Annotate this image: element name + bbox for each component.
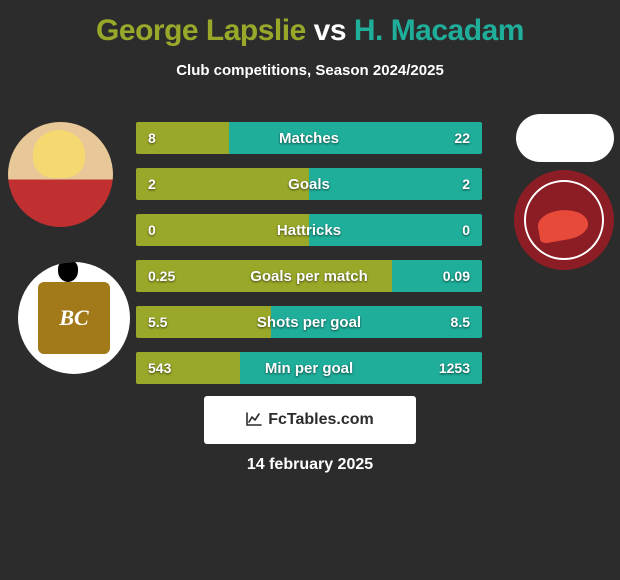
player2-avatar (516, 114, 614, 162)
fctables-badge[interactable]: FcTables.com (204, 396, 416, 444)
stats-bars: 822Matches 22Goals 00Hattricks 0.250.09Goal… (136, 122, 482, 398)
date-label: 14 february 2025 (0, 456, 620, 474)
stat-row: 22Goals (136, 168, 482, 200)
player1-avatar (8, 122, 113, 227)
rooster-icon (58, 262, 78, 282)
stat-label: Shots per goal (136, 314, 482, 331)
stat-label: Matches (136, 130, 482, 147)
player1-name: George Lapslie (96, 14, 306, 47)
club-badge-bc: BC (38, 282, 110, 354)
fctables-label: FcTables.com (268, 411, 374, 429)
subtitle: Club competitions, Season 2024/2025 (0, 62, 620, 79)
stat-label: Goals per match (136, 268, 482, 285)
stat-row: 5.58.5Shots per goal (136, 306, 482, 338)
stat-label: Hattricks (136, 222, 482, 239)
stat-row: 5431253Min per goal (136, 352, 482, 384)
stat-row: 00Hattricks (136, 214, 482, 246)
stat-label: Min per goal (136, 360, 482, 377)
player2-name: H. Macadam (354, 14, 524, 47)
stat-row: 822Matches (136, 122, 482, 154)
comparison-title: George Lapslie vs H. Macadam (0, 0, 620, 48)
vs-word: vs (314, 14, 346, 47)
player1-club-badge: BC (18, 262, 130, 374)
player2-club-badge (514, 170, 614, 270)
stat-row: 0.250.09Goals per match (136, 260, 482, 292)
chart-icon (246, 412, 262, 429)
stat-label: Goals (136, 176, 482, 193)
